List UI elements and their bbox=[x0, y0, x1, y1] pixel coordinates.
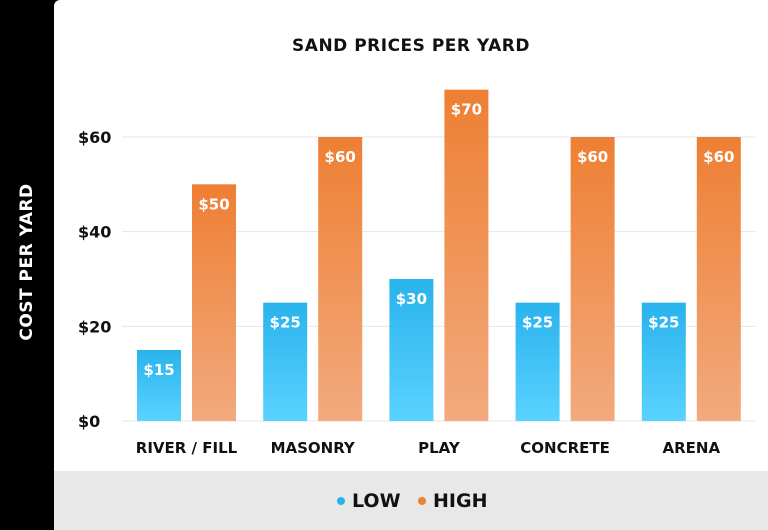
legend-item-low: LOW bbox=[337, 490, 401, 512]
bar-low bbox=[641, 302, 686, 421]
y-tick-label: $20 bbox=[78, 317, 111, 336]
legend-item-high: HIGH bbox=[418, 490, 487, 512]
data-label: $30 bbox=[396, 290, 427, 308]
data-label: $25 bbox=[648, 314, 679, 332]
data-label: $50 bbox=[198, 195, 229, 213]
legend-low-marker-icon bbox=[337, 497, 345, 505]
x-tick-label: ARENA bbox=[663, 439, 721, 457]
y-tick-label: $0 bbox=[78, 412, 100, 431]
legend-high-label: HIGH bbox=[433, 490, 488, 512]
bar-high bbox=[444, 89, 489, 422]
bar-low bbox=[515, 302, 560, 421]
x-tick-label: RIVER / FILL bbox=[136, 439, 238, 457]
data-label: $60 bbox=[577, 148, 608, 166]
legend-low-label: LOW bbox=[352, 490, 401, 512]
legend-band bbox=[54, 471, 768, 530]
bar-high bbox=[318, 137, 363, 421]
y-tick-label: $40 bbox=[78, 223, 111, 242]
y-tick-label: $60 bbox=[78, 128, 111, 147]
bar-low bbox=[263, 302, 308, 421]
bar-low bbox=[389, 279, 434, 421]
bar-high bbox=[192, 184, 236, 421]
x-tick-label: CONCRETE bbox=[520, 439, 610, 457]
bar-low bbox=[137, 350, 181, 421]
chart-title: SAND PRICES PER YARD bbox=[292, 36, 530, 56]
x-tick-label: MASONRY bbox=[271, 439, 356, 457]
legend-high-marker-icon bbox=[418, 497, 426, 505]
data-label: $25 bbox=[270, 314, 301, 332]
data-label: $60 bbox=[703, 148, 734, 166]
data-label: $70 bbox=[451, 101, 482, 119]
data-label: $60 bbox=[325, 148, 356, 166]
bar-high bbox=[696, 137, 741, 421]
data-label: $15 bbox=[143, 361, 174, 379]
y-axis-band: COST PER YARD bbox=[0, 0, 54, 530]
bar-high bbox=[570, 137, 615, 421]
data-label: $25 bbox=[522, 314, 553, 332]
x-tick-label: PLAY bbox=[418, 439, 461, 457]
